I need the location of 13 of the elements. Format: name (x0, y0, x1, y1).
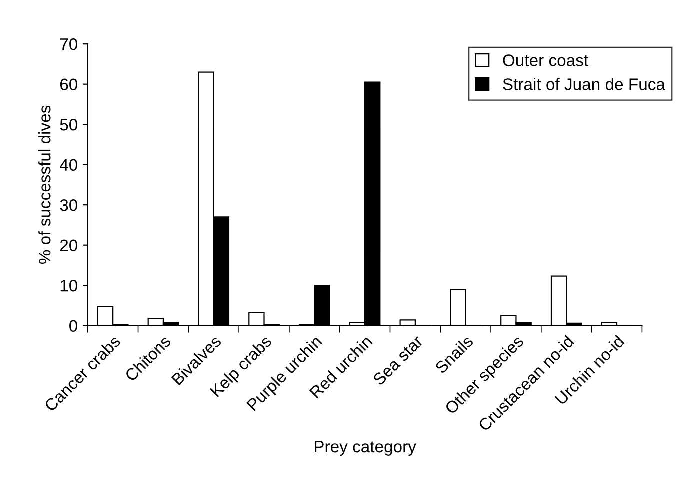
y-tick-label: 60 (60, 78, 78, 91)
x-tick-label: Sea star (372, 334, 424, 386)
y-tick-label: 70 (60, 38, 78, 50)
y-tick-label: 10 (60, 280, 78, 292)
y-tick-label: 20 (60, 240, 78, 252)
y-tick-label: 50 (60, 119, 78, 131)
y-axis-title: % of successful dives (38, 106, 51, 264)
legend-label: Outer coast (503, 54, 588, 66)
x-axis-title: Prey category (315, 441, 416, 456)
y-tick-label: 30 (60, 200, 78, 212)
y-tick-label: 40 (60, 159, 78, 172)
legend-label: Strait of Juan de Fuca (503, 78, 666, 90)
y-tick-label: 0 (70, 320, 78, 332)
